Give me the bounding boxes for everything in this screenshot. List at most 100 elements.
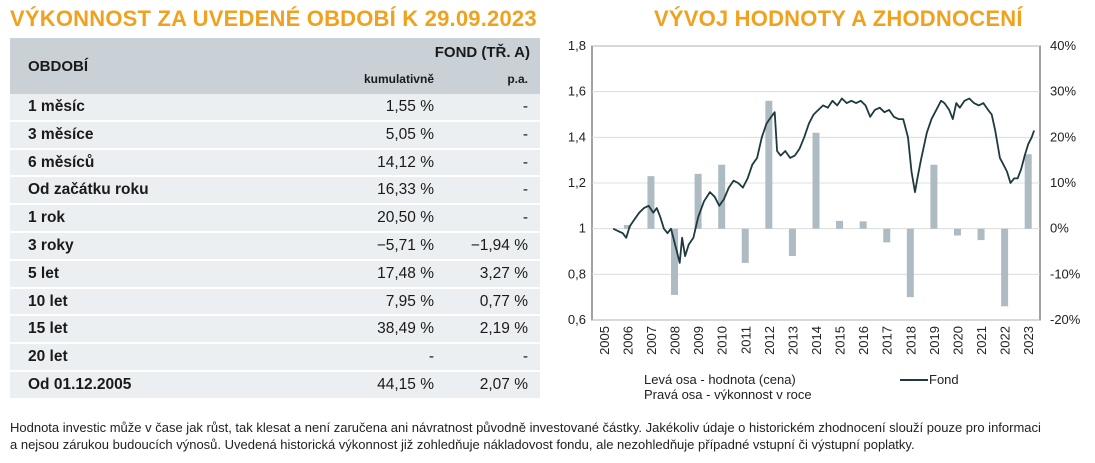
row-pa: - (522, 348, 528, 366)
annual-return-bar (906, 228, 914, 298)
row-cum: −5,71 % (376, 236, 434, 254)
row-label: 1 rok (28, 209, 66, 227)
row-pa: 0,77 % (479, 292, 528, 310)
row-cum: - (428, 348, 434, 366)
row-pa: −1,94 % (470, 236, 528, 254)
annual-return-bar (671, 228, 679, 295)
table-row: 1 rok 20,50 % - (10, 205, 540, 233)
row-label: 1 měsíc (28, 98, 85, 115)
left-tick-label: 1,2 (568, 175, 586, 190)
annual-return-bar (623, 225, 631, 229)
right-tick-label: 10% (1050, 175, 1076, 190)
row-cum: 14,12 % (377, 153, 434, 171)
row-label: 3 roky (28, 236, 74, 254)
x-tick-label: 2012 (762, 326, 777, 355)
row-label: 3 měsíce (28, 125, 94, 143)
annual-return-bar (647, 176, 655, 229)
annual-return-bar (765, 100, 773, 229)
row-label: 10 let (28, 292, 68, 310)
table-row: Od 01.12.2005 44,15 % 2,07 % (10, 371, 540, 400)
row-label: 20 let (28, 348, 68, 366)
table-row: 6 měsíců 14,12 % - (10, 149, 540, 178)
row-cum: 16,33 % (377, 181, 434, 199)
x-tick-label: 2023 (1021, 326, 1036, 355)
pa-header: p.a. (507, 72, 528, 86)
right-tick-label: 30% (1050, 84, 1076, 99)
disclaimer-line-2: a nejsou zárukou budoucích výnosů. Uvede… (10, 437, 915, 452)
row-cum: 5,05 % (385, 125, 434, 143)
row-pa: 2,07 % (479, 375, 528, 393)
annual-return-bar (1001, 228, 1009, 307)
right-tick-label: 20% (1050, 129, 1076, 144)
annual-return-bar (836, 220, 844, 229)
x-tick-label: 2005 (597, 326, 612, 355)
row-cum: 20,50 % (377, 209, 434, 227)
right-tick-label: 40% (1050, 38, 1076, 53)
row-label: 6 měsíců (28, 153, 95, 171)
left-tick-label: 1,4 (568, 129, 586, 144)
row-cum: 1,55 % (385, 98, 434, 115)
x-tick-label: 2018 (903, 326, 918, 355)
row-label: 5 let (28, 264, 60, 282)
row-pa: - (522, 181, 528, 199)
fund-value-line (612, 97, 1035, 264)
table-row: Od začátku roku 16,33 % - (10, 177, 540, 206)
table-row: 10 let 7,95 % 0,77 % (10, 288, 540, 317)
cumulative-header: kumulativně (363, 72, 434, 86)
x-tick-label: 2013 (785, 326, 800, 355)
table-row: 1 měsíc 1,55 % - (10, 94, 540, 122)
table-row: 3 roky −5,71 % −1,94 % (10, 232, 540, 261)
x-tick-label: 2020 (950, 326, 965, 355)
annual-return-bar (977, 228, 985, 241)
annual-return-bar (694, 173, 702, 229)
table-row: 15 let 38,49 % 2,19 % (10, 316, 540, 345)
row-label: Od začátku roku (28, 181, 149, 199)
x-tick-label: 2015 (833, 326, 848, 355)
annual-return-bar (741, 228, 749, 263)
right-tick-label: -10% (1050, 266, 1081, 281)
x-tick-label: 2011 (738, 326, 753, 354)
x-tick-label: 2010 (715, 326, 730, 355)
annual-return-bar (788, 228, 796, 257)
legend-fund-label: Fond (929, 372, 959, 387)
performance-table: OBDOBÍ FOND (TŘ. A) kumulativně p.a. 1 m… (10, 38, 540, 400)
right-tick-label: -20% (1050, 312, 1081, 327)
row-label: 15 let (28, 320, 68, 338)
left-tick-label: 1,6 (568, 84, 586, 99)
annual-return-bar (718, 164, 726, 229)
disclaimer-line-1: Hodnota investic může v čase jak růst, t… (10, 420, 1041, 435)
period-header: OBDOBÍ (28, 58, 88, 75)
x-tick-label: 2019 (927, 326, 942, 355)
right-tick-label: 0% (1050, 221, 1069, 236)
table-row: 3 měsíce 5,05 % - (10, 121, 540, 150)
legend-left-axis: Levá osa - hodnota (cena) (644, 372, 796, 387)
table-row: 5 let 17,48 % 3,27 % (10, 260, 540, 289)
row-pa: 3,27 % (479, 264, 528, 282)
chart-title: VÝVOJ HODNOTY A ZHODNOCENÍ (654, 6, 1023, 31)
row-label: Od 01.12.2005 (28, 375, 132, 393)
row-pa: - (522, 125, 528, 143)
row-cum: 7,95 % (385, 292, 434, 310)
disclaimer: Hodnota investic může v čase jak růst, t… (10, 419, 1090, 453)
table-row: 20 let - - (10, 344, 540, 372)
left-tick-label: 0,8 (568, 266, 586, 281)
x-tick-label: 2009 (691, 326, 706, 355)
table-header: OBDOBÍ FOND (TŘ. A) kumulativně p.a. (10, 38, 540, 94)
row-pa: - (522, 98, 528, 115)
x-tick-label: 2006 (620, 326, 635, 355)
annual-return-bar (812, 132, 820, 229)
left-tick-label: 1,8 (568, 38, 586, 53)
performance-title: VÝKONNOST ZA UVEDENÉ OBDOBÍ K 29.09.2023 (10, 6, 537, 31)
row-pa: 2,19 % (479, 320, 528, 338)
x-tick-label: 2007 (644, 326, 659, 355)
value-chart: 0,6 0,8 1 1,2 1,4 1,6 1,8 -20% -10% 0% 10% 20% 30% 40… (568, 38, 1081, 400)
row-cum: 44,15 % (377, 375, 434, 393)
x-tick-label: 2016 (856, 326, 871, 355)
annual-return-bar (1024, 154, 1032, 229)
annual-return-bar (859, 221, 867, 229)
x-tick-label: 2008 (668, 326, 683, 355)
annual-return-bar (953, 228, 961, 236)
x-tick-label: 2021 (974, 326, 989, 355)
row-cum: 38,49 % (377, 320, 434, 338)
annual-return-bar (930, 164, 938, 229)
